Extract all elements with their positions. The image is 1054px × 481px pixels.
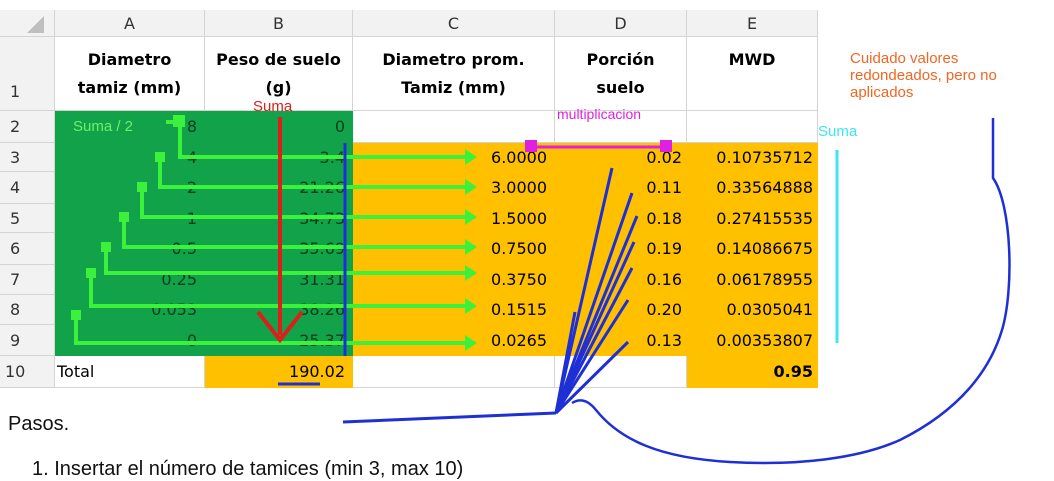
cell-a9[interactable]: 0 (186, 331, 197, 350)
column-header-d[interactable]: D (555, 10, 687, 37)
row-header-10[interactable]: 10 (0, 356, 55, 388)
cell-e5[interactable]: 0.27415535 (716, 209, 813, 228)
cell-e6[interactable]: 0.14086675 (716, 239, 813, 258)
cell-d3[interactable]: 0.02 (646, 148, 682, 167)
cell-e10-mwd-total[interactable]: 0.95 (687, 356, 818, 388)
header-c-line1: Diametro prom. (382, 50, 525, 69)
cell-b10-total[interactable]: 190.02 (205, 356, 353, 388)
cell-e3[interactable]: 0.10735712 (716, 148, 813, 167)
cell-b9[interactable]: 25.37 (299, 331, 345, 350)
select-all-icon (27, 16, 44, 33)
suma-cyan-label: Suma (818, 123, 858, 140)
magenta-connector (525, 140, 672, 152)
cell-b2[interactable]: 0 (334, 117, 345, 136)
green-arrows (74, 120, 465, 345)
cell-d9[interactable]: 0.13 (646, 331, 682, 350)
row-header-9[interactable]: 9 (0, 325, 55, 356)
cell-c7[interactable]: 0.3750 (491, 270, 547, 289)
cell-d5[interactable]: 0.18 (646, 209, 682, 228)
cell-e9[interactable]: 0.00353807 (716, 331, 813, 350)
step-1-text: 1. Insertar el número de tamices (min 3,… (32, 458, 464, 480)
cell-d4[interactable]: 0.11 (646, 178, 682, 197)
header-b-line1: Peso de suelo (216, 50, 341, 69)
header-porcion-suelo[interactable]: Porción suelo (555, 37, 687, 111)
cuidado-note: Cuidado valores redondeados, pero no apl… (850, 50, 997, 101)
column-header-a[interactable]: A (55, 10, 205, 37)
cell-e7[interactable]: 0.06178955 (716, 270, 813, 289)
header-d-line2: suelo (596, 78, 645, 97)
cell-a2[interactable]: 8 (186, 117, 197, 136)
cell-c3[interactable]: 6.0000 (491, 148, 547, 167)
header-diametro-prom[interactable]: Diametro prom. Tamiz (mm) (353, 37, 555, 111)
corner-select-all[interactable] (0, 10, 55, 37)
row-header-7[interactable]: 7 (0, 265, 55, 295)
cuidado-line2: redondeados, pero no (850, 67, 997, 84)
cell-e8[interactable]: 0.0305041 (726, 300, 813, 319)
cell-c5[interactable]: 1.5000 (491, 209, 547, 228)
cell-d2[interactable] (555, 111, 687, 143)
cell-e2[interactable] (687, 111, 818, 143)
cell-c10[interactable] (353, 356, 555, 388)
cell-d7[interactable]: 0.16 (646, 270, 682, 289)
row-header-4[interactable]: 4 (0, 172, 55, 204)
multiplicacion-label: multiplicacion (557, 106, 642, 122)
header-mwd[interactable]: MWD (687, 37, 818, 111)
header-a-line1: Diametro (87, 50, 172, 69)
cell-d6[interactable]: 0.19 (646, 239, 682, 258)
cell-a10-total-label[interactable]: Total (55, 356, 205, 388)
header-d-line1: Porción (586, 50, 655, 69)
cell-d8[interactable]: 0.20 (646, 300, 682, 319)
row-header-3[interactable]: 3 (0, 143, 55, 172)
row-header-5[interactable]: 5 (0, 204, 55, 233)
pasos-heading: Pasos. (8, 413, 70, 435)
green-arrowheads (71, 115, 477, 351)
row-header-6[interactable]: 6 (0, 233, 55, 265)
green-range-a2-b9 (55, 111, 353, 356)
suma-red-label: Suma (253, 98, 293, 115)
blue-fan-lines (342, 167, 639, 424)
column-header-c[interactable]: C (353, 10, 555, 37)
column-header-b[interactable]: B (205, 10, 353, 37)
red-sum-arrow (256, 117, 304, 344)
header-c-line2: Tamiz (mm) (401, 78, 506, 97)
column-header-e[interactable]: E (687, 10, 818, 37)
row-header-2[interactable]: 2 (0, 111, 55, 143)
header-b-line2: (g) (265, 78, 292, 97)
header-peso-suelo[interactable]: Peso de suelo (g) (205, 37, 353, 111)
cuidado-line1: Cuidado valores (850, 50, 959, 67)
header-e-line1: MWD (728, 50, 776, 69)
cell-e4[interactable]: 0.33564888 (716, 178, 813, 197)
cell-d10[interactable] (555, 356, 687, 388)
cuidado-line3: aplicados (850, 84, 914, 101)
cell-c8[interactable]: 0.1515 (491, 300, 547, 319)
header-a-line2: tamiz (mm) (77, 78, 182, 97)
row-header-8[interactable]: 8 (0, 295, 55, 325)
header-diametro-tamiz[interactable]: Diametro tamiz (mm) (55, 37, 205, 111)
cell-c9[interactable]: 0.0265 (491, 331, 547, 350)
blue-curve-loop (571, 118, 1011, 465)
row-header-1[interactable]: 1 (0, 37, 55, 111)
cell-c2[interactable] (353, 111, 555, 143)
suma-half-label: Suma / 2 (73, 118, 134, 135)
orange-range-c3-e9 (353, 143, 818, 356)
cell-c6[interactable]: 0.7500 (491, 239, 547, 258)
cell-c4[interactable]: 3.0000 (491, 178, 547, 197)
